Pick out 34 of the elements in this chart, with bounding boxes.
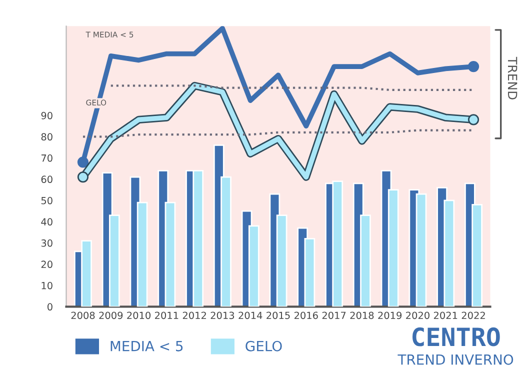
y-tick-label: 20: [41, 260, 52, 268]
x-tick-label: 2009: [99, 312, 123, 320]
point: [468, 61, 480, 72]
x-tick-label: 2013: [210, 312, 234, 320]
x-tick-label: 2020: [406, 312, 430, 320]
x-tick-label: 2021: [434, 312, 458, 320]
y-tick-label: 90: [41, 112, 52, 120]
point: [77, 156, 89, 168]
x-tick-label: 2017: [322, 312, 346, 320]
x-tick-label: 2018: [350, 312, 374, 320]
x-tick-label: 2011: [155, 312, 178, 320]
x-tick-label: 2008: [71, 312, 95, 320]
point: [468, 114, 480, 126]
x-tick-label: 2016: [294, 312, 318, 320]
text: TREND: [508, 56, 518, 100]
text: CENTRO: [412, 327, 500, 346]
y-tick-label: 10: [42, 282, 52, 290]
text: TREND INVERNO: [398, 354, 514, 365]
point: [77, 172, 89, 183]
x-tick-label: 2019: [378, 312, 402, 320]
x-tick-label: 2012: [182, 312, 206, 320]
y-tick-label: 40: [41, 218, 52, 226]
y-tick-label: 70: [41, 154, 52, 162]
y-tick-label: 30: [41, 239, 52, 247]
y-tick-label: 50: [41, 196, 52, 204]
y-tick-label: 60: [41, 176, 52, 184]
y-tick-label: 0: [48, 303, 52, 311]
x-tick-label: 2014: [238, 312, 262, 320]
x-tick-label: 2022: [462, 312, 485, 320]
x-tick-label: 2015: [266, 312, 290, 320]
legend-label: MEDIA < 5: [110, 341, 183, 352]
x-tick-label: 2010: [127, 312, 150, 320]
legend-label: GELO: [246, 340, 282, 352]
y-tick-label: 80: [41, 133, 52, 141]
